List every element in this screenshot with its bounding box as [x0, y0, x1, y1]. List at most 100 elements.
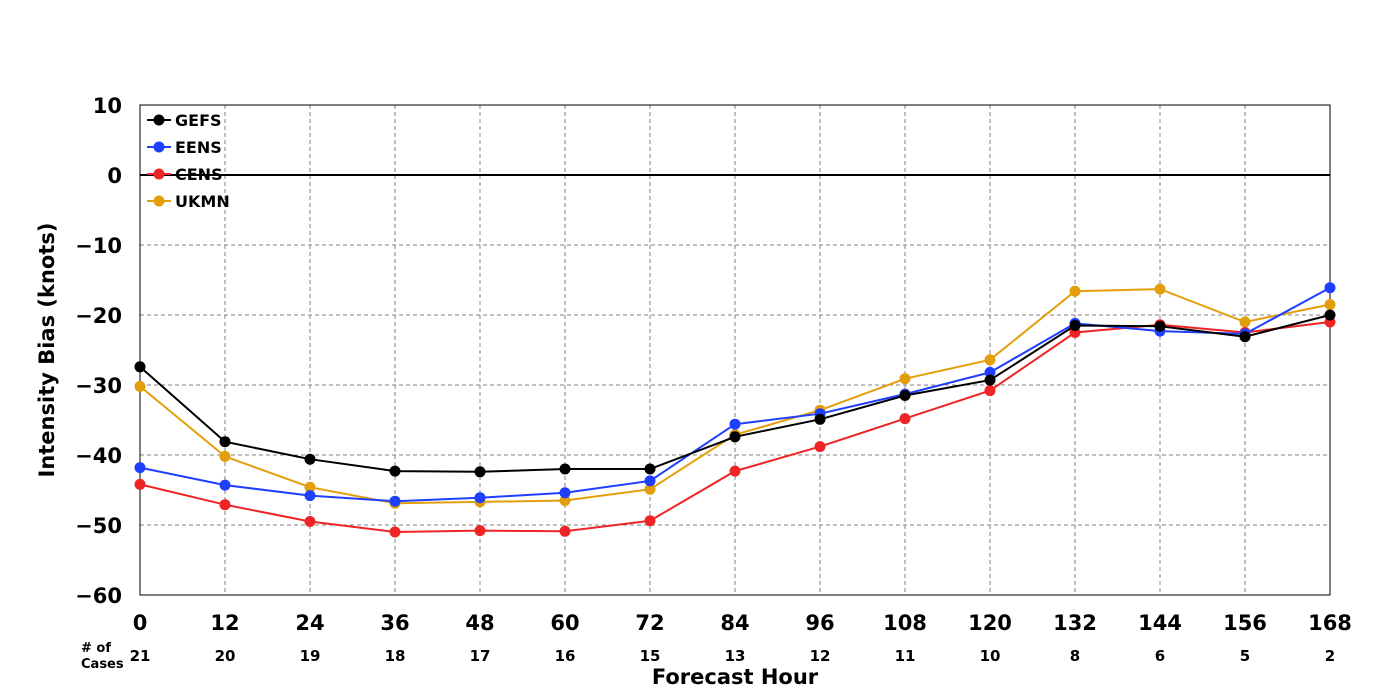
data-point: [219, 450, 231, 462]
x-tick-label: 72: [635, 611, 664, 635]
y-tick-label: −50: [75, 514, 122, 538]
data-point: [814, 441, 826, 453]
case-count: 5: [1240, 647, 1250, 665]
data-point: [134, 361, 146, 373]
x-tick-label: 0: [133, 611, 148, 635]
x-tick-label: 96: [805, 611, 834, 635]
case-count: 18: [385, 647, 406, 665]
data-point: [304, 516, 316, 527]
legend: GEFS EENS CENS UKMN: [147, 111, 230, 211]
plot-frame: [139, 104, 1331, 596]
data-point: [1324, 309, 1336, 321]
legend-item-eens: EENS: [147, 138, 222, 157]
data-point: [559, 487, 571, 499]
data-point: [1239, 316, 1251, 328]
x-tick-label: 120: [968, 611, 1012, 635]
x-tick-label: 24: [295, 611, 324, 635]
x-tick-label: 156: [1223, 611, 1267, 635]
y-axis-title: Intensity Bias (knots): [35, 223, 59, 478]
x-tick-label: 108: [883, 611, 927, 635]
data-point: [899, 413, 911, 425]
legend-label: GEFS: [175, 111, 222, 130]
case-count: 17: [470, 647, 491, 665]
legend-label: UKMN: [175, 192, 230, 211]
legend-marker: [153, 114, 165, 126]
legend-label: CENS: [175, 165, 223, 184]
case-count: 11: [895, 647, 916, 665]
x-tick-label: 36: [380, 611, 409, 635]
x-tick-label: 48: [465, 611, 494, 635]
data-point: [474, 466, 486, 478]
x-axis-title: Forecast Hour: [652, 665, 819, 689]
data-point: [304, 453, 316, 465]
data-point: [559, 495, 571, 506]
data-point: [1069, 285, 1081, 297]
legend-item-ukmn: UKMN: [147, 192, 230, 211]
data-point: [984, 354, 996, 366]
data-point: [134, 462, 146, 474]
data-point: [644, 463, 656, 475]
case-count: 19: [300, 647, 321, 665]
series-layer: [134, 282, 1336, 538]
series-gefs: [134, 309, 1336, 478]
data-point: [1069, 320, 1081, 331]
data-point: [219, 499, 231, 511]
data-point: [134, 478, 146, 490]
case-count: 16: [555, 647, 576, 665]
data-point: [644, 483, 656, 495]
x-tick-label: 168: [1308, 611, 1352, 635]
x-tick-label: 60: [550, 611, 579, 635]
legend-marker: [153, 168, 165, 180]
data-point: [899, 390, 911, 401]
legend-label: EENS: [175, 138, 222, 157]
data-point: [304, 481, 316, 493]
y-tick-label: −40: [75, 444, 122, 468]
cases-header-line1: # of: [81, 641, 111, 656]
data-point: [1324, 299, 1336, 310]
y-tick-labels: 10 0 −10 −20 −30 −40 −50 −60: [75, 94, 122, 608]
case-count: 6: [1155, 647, 1165, 665]
data-point: [134, 380, 146, 392]
data-point: [1239, 331, 1251, 343]
x-tick-label: 12: [210, 611, 239, 635]
data-point: [559, 525, 571, 537]
y-tick-label: 10: [93, 94, 122, 118]
data-point: [1324, 282, 1336, 294]
case-count: 12: [810, 647, 831, 665]
data-point: [729, 465, 741, 477]
x-tick-labels: 0 12 24 36 48 60 72 84 96 108 120 132 144 156 168: [133, 611, 1352, 635]
legend-marker: [153, 195, 165, 207]
data-point: [219, 479, 231, 491]
case-count: 8: [1070, 647, 1080, 665]
case-count: 20: [215, 647, 236, 665]
data-point: [1154, 320, 1166, 332]
data-point: [984, 366, 996, 378]
y-tick-label: −30: [75, 374, 122, 398]
data-point: [389, 495, 401, 507]
data-point: [984, 385, 996, 397]
data-point: [899, 373, 911, 385]
case-count-labels: 21 20 19 18 17 16 15 13 12 11 10 8 6 5 2: [130, 647, 1336, 665]
grid-lines: [140, 105, 1330, 595]
x-tick-label: 144: [1138, 611, 1182, 635]
data-point: [644, 515, 656, 527]
case-count: 15: [640, 647, 661, 665]
case-count: 13: [725, 647, 746, 665]
data-point: [474, 492, 486, 504]
x-tick-label: 84: [720, 611, 749, 635]
data-point: [644, 475, 656, 487]
case-count: 10: [980, 647, 1001, 665]
data-point: [219, 436, 231, 448]
cases-header-line2: Cases: [81, 657, 124, 672]
legend-item-gefs: GEFS: [147, 111, 222, 130]
legend-item-cens: CENS: [147, 165, 223, 184]
case-count: 21: [130, 647, 151, 665]
y-tick-label: −20: [75, 304, 122, 328]
data-point: [474, 525, 486, 537]
legend-marker: [153, 141, 165, 153]
case-count: 2: [1325, 647, 1335, 665]
y-tick-label: −10: [75, 234, 122, 258]
data-point: [559, 463, 571, 475]
y-tick-label: 0: [107, 164, 122, 188]
